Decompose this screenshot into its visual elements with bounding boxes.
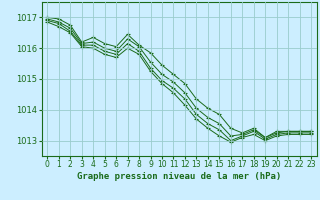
- X-axis label: Graphe pression niveau de la mer (hPa): Graphe pression niveau de la mer (hPa): [77, 172, 281, 181]
